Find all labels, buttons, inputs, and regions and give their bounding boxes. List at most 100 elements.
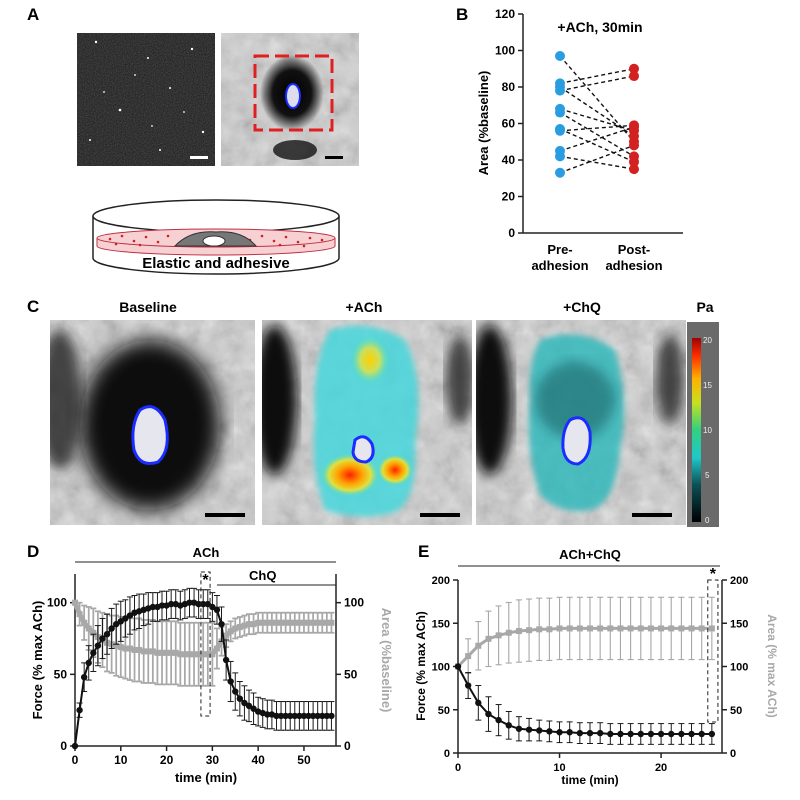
area-data-point xyxy=(495,632,502,639)
x-tick-label: Pre- xyxy=(547,242,572,257)
y-tick-label: 120 xyxy=(495,7,515,21)
force-data-point xyxy=(227,678,234,685)
force-data-point xyxy=(328,712,335,720)
area-data-point xyxy=(282,619,289,626)
panel-label-b: B xyxy=(456,5,468,24)
area-data-point xyxy=(465,653,472,660)
y-tick-label: 20 xyxy=(502,190,516,204)
force-data-point xyxy=(495,716,502,724)
area-data-point xyxy=(668,625,675,632)
area-data-point xyxy=(122,645,129,652)
force-data-point xyxy=(122,615,129,622)
area-data-point xyxy=(232,625,239,632)
area-data-point xyxy=(191,651,198,658)
colorbar-tick: 5 xyxy=(705,471,710,480)
force-data-point xyxy=(586,729,594,737)
achchq-label: ACh+ChQ xyxy=(559,547,621,562)
area-data-point xyxy=(556,625,563,632)
pair-line xyxy=(559,126,635,152)
pre-adhesion-point xyxy=(555,50,565,61)
scale-bar xyxy=(325,156,343,159)
scale-bar xyxy=(205,513,245,517)
force-data-point xyxy=(85,659,92,667)
area-data-point xyxy=(698,625,705,632)
y-tick-label-right: 50 xyxy=(344,667,358,681)
area-data-point xyxy=(172,649,179,656)
panel-label-c: C xyxy=(27,297,39,316)
image-title-baseline: Baseline xyxy=(119,299,177,315)
y-tick-label: 60 xyxy=(502,117,516,131)
panel-d-chart: Force (% max ACh) Area (%baseline) time … xyxy=(30,545,394,785)
scale-bar xyxy=(632,513,672,517)
area-data-point xyxy=(597,625,604,632)
y-axis-label-right: Area (% max ACh) xyxy=(765,614,779,718)
post-adhesion-point xyxy=(629,122,639,133)
y-tick-label-right: 100 xyxy=(730,662,748,674)
traction-image-chq xyxy=(476,320,686,525)
force-data-point xyxy=(213,606,221,614)
area-data-point xyxy=(213,645,220,652)
force-data-point xyxy=(113,620,120,628)
force-data-point xyxy=(314,712,321,720)
area-data-point xyxy=(291,619,298,626)
panel-a: Elastic and adhesive xyxy=(77,33,359,275)
area-data-point xyxy=(181,651,188,658)
area-data-point xyxy=(113,642,120,649)
y-tick-label-right: 150 xyxy=(730,618,748,630)
force-data-point xyxy=(218,620,225,628)
x-tick-label: 40 xyxy=(251,753,265,767)
area-data-point xyxy=(136,646,143,653)
force-data-point xyxy=(505,722,512,729)
force-data-point xyxy=(319,712,326,720)
y-tick-label-right: 100 xyxy=(344,596,364,610)
pair-line xyxy=(559,75,635,92)
chart-title: +ACh, 30min xyxy=(557,19,642,35)
area-data-point xyxy=(259,619,266,626)
x-tick-label: 0 xyxy=(455,762,461,774)
pre-adhesion-point xyxy=(555,85,565,96)
force-data-point xyxy=(657,730,665,738)
area-data-point xyxy=(328,619,335,626)
highlight-box xyxy=(200,571,211,717)
force-data-point xyxy=(264,711,271,718)
area-data-point xyxy=(526,627,533,634)
force-data-point xyxy=(607,730,614,738)
y-tick-label: 40 xyxy=(502,153,516,167)
pre-adhesion-point xyxy=(555,107,565,118)
colorbar-tick: 10 xyxy=(703,426,712,435)
pair-line xyxy=(559,144,635,174)
force-data-point xyxy=(309,712,317,720)
force-data-point xyxy=(200,600,207,608)
force-data-point xyxy=(195,600,202,608)
force-data-point xyxy=(287,712,294,720)
colorbar-tick: 0 xyxy=(705,516,710,525)
y-tick-label-left: 0 xyxy=(444,748,450,760)
force-data-point xyxy=(108,625,115,632)
area-data-point xyxy=(310,619,317,626)
area-data-point xyxy=(154,649,161,656)
post-adhesion-point xyxy=(629,156,639,167)
force-data-point xyxy=(277,712,285,720)
force-data-point xyxy=(627,730,634,738)
force-data-point xyxy=(126,612,134,619)
area-data-point xyxy=(117,644,124,651)
area-data-point xyxy=(149,648,156,655)
y-tick-label: 80 xyxy=(502,80,516,94)
pair-line xyxy=(559,111,635,157)
area-data-point xyxy=(145,648,152,655)
y-tick-label-left: 0 xyxy=(60,739,67,753)
post-adhesion-point xyxy=(629,164,639,175)
y-axis-label-left: Force (% max ACh) xyxy=(30,601,45,720)
pair-line xyxy=(559,155,635,170)
x-tick-label: 30 xyxy=(206,753,220,767)
brightfield-micrograph xyxy=(221,33,359,166)
y-axis-label-right: Area (%baseline) xyxy=(379,608,394,713)
x-tick-label: 20 xyxy=(655,762,667,774)
x-tick-label: 10 xyxy=(553,762,565,774)
area-data-point xyxy=(688,625,695,632)
y-tick-label-right: 0 xyxy=(344,739,351,753)
petri-dish-schematic: Elastic and adhesive xyxy=(92,199,340,275)
force-data-point xyxy=(323,712,331,720)
y-tick-label-right: 0 xyxy=(730,748,736,760)
post-adhesion-point xyxy=(629,140,639,151)
